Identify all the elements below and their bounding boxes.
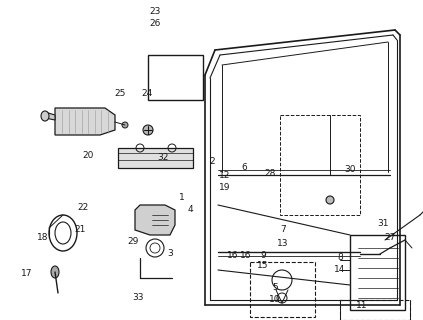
- Text: 2: 2: [209, 157, 215, 166]
- Text: 27: 27: [385, 234, 396, 243]
- Polygon shape: [135, 205, 175, 235]
- Text: 3: 3: [167, 249, 173, 258]
- Text: 11: 11: [356, 300, 368, 309]
- Text: 14: 14: [334, 266, 346, 275]
- Text: 19: 19: [219, 183, 231, 193]
- Text: 1: 1: [179, 194, 185, 203]
- Text: 32: 32: [157, 153, 169, 162]
- Text: 6: 6: [241, 164, 247, 172]
- Text: 10: 10: [269, 295, 281, 305]
- Bar: [148, 55, 203, 100]
- Text: 16: 16: [240, 251, 252, 260]
- Bar: [250, 262, 315, 317]
- Bar: [350, 235, 405, 310]
- Text: 22: 22: [77, 204, 89, 212]
- Polygon shape: [55, 108, 115, 135]
- Ellipse shape: [326, 196, 334, 204]
- Text: 26: 26: [149, 19, 161, 28]
- Text: 23: 23: [149, 7, 161, 17]
- Text: 5: 5: [272, 284, 278, 292]
- Ellipse shape: [51, 266, 59, 278]
- Text: 15: 15: [257, 261, 269, 270]
- Text: 20: 20: [82, 150, 93, 159]
- Text: 8: 8: [337, 253, 343, 262]
- Bar: [118, 148, 193, 168]
- Text: 18: 18: [37, 233, 49, 242]
- Text: 9: 9: [260, 251, 266, 260]
- Bar: [280, 115, 360, 215]
- Ellipse shape: [122, 122, 128, 128]
- Text: 31: 31: [377, 220, 389, 228]
- Text: 29: 29: [127, 237, 139, 246]
- Text: 16: 16: [227, 251, 239, 260]
- Text: 7: 7: [280, 226, 286, 235]
- Bar: [340, 300, 410, 320]
- Text: 4: 4: [187, 205, 193, 214]
- Text: 25: 25: [114, 89, 126, 98]
- Ellipse shape: [41, 111, 49, 121]
- Polygon shape: [45, 112, 55, 120]
- Text: 24: 24: [141, 89, 153, 98]
- Text: 17: 17: [21, 268, 33, 277]
- Text: 33: 33: [132, 293, 144, 302]
- Text: 30: 30: [344, 165, 356, 174]
- Ellipse shape: [143, 125, 153, 135]
- Text: 12: 12: [219, 172, 231, 180]
- Text: 13: 13: [277, 238, 289, 247]
- Text: 21: 21: [74, 226, 86, 235]
- Text: 28: 28: [264, 170, 276, 179]
